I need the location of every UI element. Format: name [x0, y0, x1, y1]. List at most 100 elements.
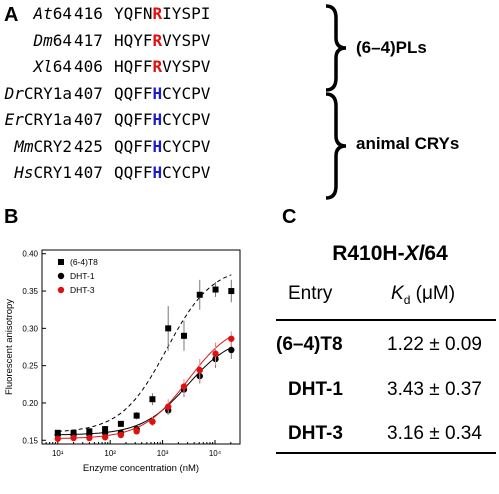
table-row-kd: 3.16 ± 0.34: [387, 423, 482, 444]
table-title: R410H-Xl64: [290, 242, 490, 266]
panel-b-label: B: [4, 206, 19, 228]
sequence: HQFFRVYSPV: [114, 57, 210, 76]
panel-a-label: A: [4, 4, 19, 26]
x-tick-label: 10¹: [52, 449, 64, 458]
data-point: [228, 346, 235, 354]
entry-column-header: Entry: [288, 283, 333, 304]
table-row-entry: DHT-1: [288, 379, 343, 400]
residue-position: 425: [74, 136, 103, 156]
data-point: [149, 418, 156, 425]
fit-line: [57, 347, 232, 436]
x-tick-label: 10⁴: [209, 449, 222, 458]
kd-column-header: Kd (μM): [391, 283, 455, 307]
alignment-row: Xl64 406 HQFFRVYSPV: [0, 57, 240, 79]
legend-label: DHT-1: [70, 271, 95, 281]
sequence-post: CYCPV: [162, 163, 211, 182]
table-row-kd: 1.22 ± 0.09: [387, 334, 482, 355]
x-axis-label: Enzyme concentration (nM): [83, 463, 199, 474]
sequence-post: CYCPV: [162, 110, 211, 129]
alignment-row: HsCRY1 407 QQFFHCYCPV: [0, 163, 240, 185]
residue-position: 416: [74, 4, 103, 23]
key-residue: R: [152, 30, 163, 50]
protein-suffix: CRY1a: [23, 83, 72, 103]
organism-name: At64: [33, 4, 72, 23]
residue-position: 407: [74, 110, 103, 129]
key-residue: R: [152, 57, 163, 76]
sequence-pre: QQFF: [114, 163, 153, 182]
sequence-post: VYSPV: [162, 30, 211, 50]
sequence: QQFFHCYCPV: [114, 110, 210, 129]
data-point: [133, 428, 140, 435]
fit-line: [57, 274, 232, 432]
organism-abbrev: Dr: [4, 83, 24, 103]
organism-name: HsCRY1: [14, 163, 72, 182]
y-axis-label: Fluorescent anisotropy: [4, 299, 15, 395]
organism-abbrev: Mm: [14, 136, 34, 156]
y-tick-label: 0.20: [22, 399, 38, 408]
organism-abbrev: At: [33, 4, 53, 23]
table-row-entry: (6–4)T8: [276, 334, 343, 355]
legend-marker: [57, 286, 65, 294]
legend-marker: [57, 272, 65, 280]
sequence-pre: QQFF: [114, 136, 153, 156]
sequence-post: CYCPV: [162, 83, 211, 103]
kd-subscript: d: [403, 292, 411, 307]
data-point: [149, 396, 156, 403]
data-point: [180, 383, 188, 390]
sequence-pre: HQYF: [114, 30, 153, 50]
organism-abbrev: Xl: [33, 57, 53, 76]
data-point: [101, 434, 109, 441]
table-title-species: Xl: [404, 242, 425, 265]
alignment-row: MmCRY2 425 QQFFHCYCPV: [0, 137, 240, 159]
data-point: [70, 434, 77, 442]
data-point: [101, 429, 109, 437]
data-point: [196, 366, 203, 374]
sequence-post: IYSPI: [162, 4, 211, 23]
y-tick-label: 0.25: [22, 362, 38, 371]
y-tick-label: 0.40: [22, 250, 38, 259]
sequence-post: CYCPV: [162, 136, 211, 156]
sequence-pre: YQFN: [114, 4, 153, 23]
data-point: [54, 435, 61, 442]
x-tick-label: 10³: [157, 449, 169, 458]
sequence: YQFNRIYSPI: [114, 4, 210, 23]
x-tick-label: 10²: [104, 449, 116, 458]
organism-name: ErCRY1a: [5, 110, 72, 129]
data-point: [165, 325, 172, 332]
organism-name: Dm64: [33, 31, 72, 50]
alignment-row: ErCRY1a 407 QQFFHCYCPV: [0, 110, 240, 132]
organism-name: Xl64: [33, 57, 72, 76]
anisotropy-chart: 0.15 0.20 0.25 0.30 0.35 0.40 10¹ 10² 10³ 10⁴ Enzy…: [4, 249, 241, 474]
y-tick-label: 0.30: [22, 324, 38, 333]
protein-suffix: CRY1a: [23, 110, 72, 129]
key-residue: R: [152, 4, 163, 23]
data-point: [196, 291, 203, 298]
sequence: HQYFRVYSPV: [114, 31, 210, 50]
protein-suffix: 64: [52, 57, 72, 76]
kd-unit: (μM): [410, 283, 456, 304]
key-residue: H: [152, 163, 163, 182]
protein-suffix: 64: [52, 4, 72, 23]
organism-abbrev: Hs: [14, 163, 34, 182]
table-header-rule: [276, 319, 496, 321]
organism-name: DrCRY1a: [5, 84, 72, 103]
y-tick-label: 0.35: [22, 287, 38, 296]
sequence-pre: QQFF: [114, 83, 153, 103]
alignment-row: Dm64 417 HQYFRVYSPV: [0, 31, 240, 53]
data-point: [102, 426, 109, 433]
alignment-row: At64 416 YQFNRIYSPI: [0, 4, 240, 26]
cry-group-brace: [325, 92, 347, 200]
sequence-pre: QQFF: [114, 110, 153, 129]
residue-position: 406: [74, 57, 103, 76]
pl-group-brace: [325, 4, 347, 92]
sequence: QQFFHCYCPV: [114, 84, 210, 103]
table-title-suffix: 64: [424, 242, 448, 265]
table-title-prefix: R410H-: [332, 242, 405, 265]
data-point: [212, 286, 219, 293]
residue-position: 407: [74, 83, 103, 103]
table-bottom-rule: [276, 452, 496, 454]
kd-symbol: K: [391, 283, 404, 304]
data-point: [228, 335, 235, 342]
residue-position: 417: [74, 30, 103, 50]
pl-group-label: (6–4)PLs: [356, 38, 427, 57]
